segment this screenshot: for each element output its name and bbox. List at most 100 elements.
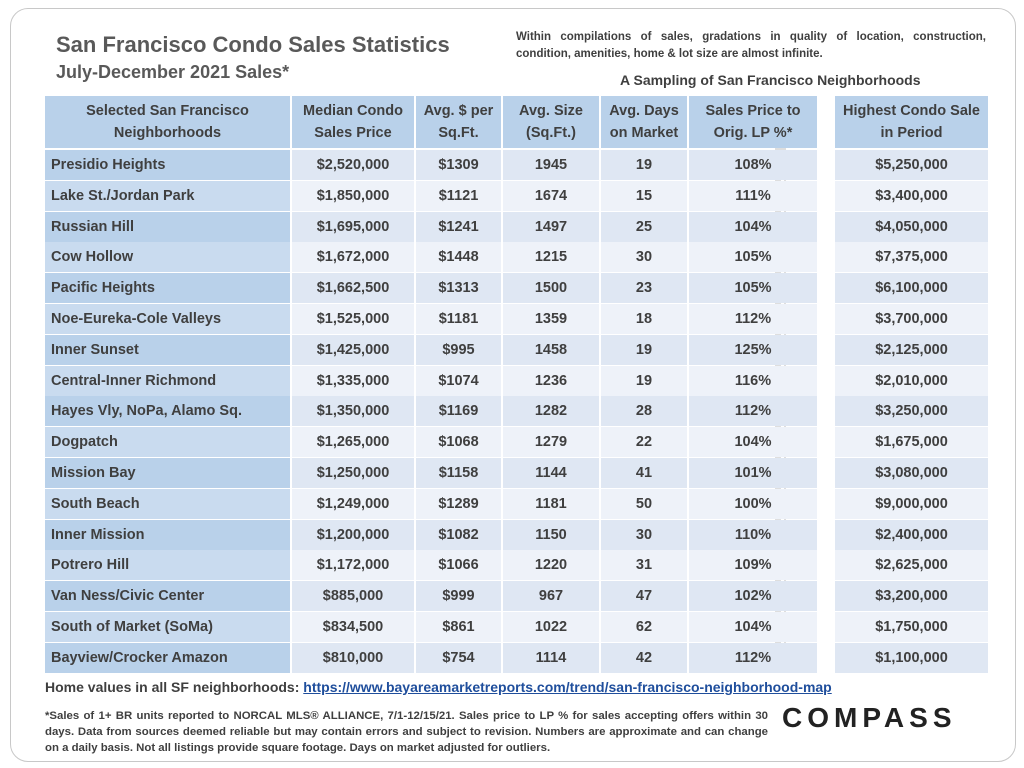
footnote-disclaimer: *Sales of 1+ BR units reported to NORCAL…	[45, 710, 768, 754]
cell-median-price: $1,250,000	[292, 458, 414, 488]
cell-sales-to-lp: 125%	[689, 334, 817, 365]
cell-neighborhood: Central-Inner Richmond	[45, 365, 290, 396]
cell-price-per-sqft: $1158	[416, 458, 501, 488]
cell-days-on-market: 19	[601, 334, 687, 365]
header-sales-to-lp: Sales Price to Orig. LP %*	[689, 96, 817, 148]
cell-neighborhood: Potrero Hill	[45, 550, 290, 581]
cell-avg-size: 1282	[503, 396, 599, 427]
cell-neighborhood: South of Market (SoMa)	[45, 612, 290, 642]
cell-neighborhood: Presidio Heights	[45, 150, 290, 180]
cell-sales-to-lp: 108%	[689, 150, 817, 180]
cell-highest-sale: $2,010,000	[835, 365, 988, 396]
cell-sales-to-lp: 110%	[689, 519, 817, 550]
table-row: Hayes Vly, NoPa, Alamo Sq. $1,350,000 $116…	[45, 396, 988, 427]
cell-price-per-sqft: $1066	[416, 550, 501, 581]
cell-sales-to-lp: 112%	[689, 304, 817, 334]
cell-avg-size: 1500	[503, 273, 599, 304]
cell-price-per-sqft: $1181	[416, 304, 501, 334]
cell-avg-size: 1215	[503, 242, 599, 273]
cell-median-price: $885,000	[292, 581, 414, 612]
cell-median-price: $2,520,000	[292, 150, 414, 180]
table-row: Cow Hollow $1,672,000 $1448 1215 30 105% $7,37…	[45, 242, 988, 273]
cell-highest-sale: $2,625,000	[835, 550, 988, 581]
header-price-per-sqft: Avg. $ per Sq.Ft.	[416, 96, 501, 148]
cell-avg-size: 1236	[503, 365, 599, 396]
cell-price-per-sqft: $861	[416, 612, 501, 642]
cell-highest-sale: $1,100,000	[835, 642, 988, 673]
header-median-price: Median Condo Sales Price	[292, 96, 414, 148]
cell-avg-size: 1150	[503, 519, 599, 550]
cell-price-per-sqft: $1121	[416, 180, 501, 211]
cell-sales-to-lp: 112%	[689, 396, 817, 427]
cell-price-per-sqft: $1169	[416, 396, 501, 427]
cell-price-per-sqft: $995	[416, 334, 501, 365]
cell-sales-to-lp: 109%	[689, 550, 817, 581]
table-row: Lake St./Jordan Park $1,850,000 $1121 1674 1…	[45, 180, 988, 211]
cell-highest-sale: $2,400,000	[835, 519, 988, 550]
cell-avg-size: 1674	[503, 180, 599, 211]
compass-logo: COMPASS	[782, 702, 957, 733]
cell-sales-to-lp: 105%	[689, 273, 817, 304]
cell-neighborhood: Cow Hollow	[45, 242, 290, 273]
cell-avg-size: 1114	[503, 642, 599, 673]
cell-days-on-market: 30	[601, 242, 687, 273]
cell-sales-to-lp: 116%	[689, 365, 817, 396]
cell-median-price: $1,695,000	[292, 211, 414, 242]
cell-avg-size: 1359	[503, 304, 599, 334]
cell-median-price: $1,672,000	[292, 242, 414, 273]
cell-highest-sale: $4,050,000	[835, 211, 988, 242]
cell-avg-size: 1022	[503, 612, 599, 642]
cell-avg-size: 1144	[503, 458, 599, 488]
header-days-on-market: Avg. Days on Market	[601, 96, 687, 148]
cell-days-on-market: 15	[601, 180, 687, 211]
cell-sales-to-lp: 104%	[689, 612, 817, 642]
cell-median-price: $1,525,000	[292, 304, 414, 334]
cell-days-on-market: 30	[601, 519, 687, 550]
footer-link-prefix: Home values in all SF neighborhoods:	[45, 679, 304, 695]
neighborhood-map-link[interactable]: https://www.bayareamarketreports.com/tre…	[303, 679, 832, 695]
cell-neighborhood: South Beach	[45, 488, 290, 519]
cell-days-on-market: 23	[601, 273, 687, 304]
cell-highest-sale: $3,700,000	[835, 304, 988, 334]
cell-median-price: $1,265,000	[292, 427, 414, 458]
cell-days-on-market: 41	[601, 458, 687, 488]
cell-avg-size: 1497	[503, 211, 599, 242]
cell-days-on-market: 18	[601, 304, 687, 334]
table-row: Dogpatch $1,265,000 $1068 1279 22 104% $1,675,…	[45, 427, 988, 458]
cell-highest-sale: $3,080,000	[835, 458, 988, 488]
cell-median-price: $1,350,000	[292, 396, 414, 427]
cell-highest-sale: $9,000,000	[835, 488, 988, 519]
cell-neighborhood: Inner Sunset	[45, 334, 290, 365]
table-row: Central-Inner Richmond $1,335,000 $1074 123…	[45, 365, 988, 396]
cell-price-per-sqft: $1309	[416, 150, 501, 180]
table-row: Noe-Eureka-Cole Valleys $1,525,000 $1181 13…	[45, 304, 988, 334]
page-title: San Francisco Condo Sales Statistics	[56, 32, 450, 57]
table-row: Potrero Hill $1,172,000 $1066 1220 31 109% $2,…	[45, 550, 988, 581]
cell-days-on-market: 50	[601, 488, 687, 519]
cell-median-price: $834,500	[292, 612, 414, 642]
sampling-caption: A Sampling of San Francisco Neighborhood…	[620, 72, 921, 88]
cell-highest-sale: $3,400,000	[835, 180, 988, 211]
header-highest-sale: Highest Condo Sale in Period	[835, 96, 988, 148]
cell-neighborhood: Mission Bay	[45, 458, 290, 488]
cell-sales-to-lp: 104%	[689, 211, 817, 242]
header-neighborhood: Selected San Francisco Neighborhoods	[45, 96, 290, 148]
cell-price-per-sqft: $1082	[416, 519, 501, 550]
cell-avg-size: 1220	[503, 550, 599, 581]
cell-sales-to-lp: 111%	[689, 180, 817, 211]
cell-days-on-market: 19	[601, 365, 687, 396]
page-subtitle: July-December 2021 Sales*	[56, 62, 290, 82]
cell-price-per-sqft: $1068	[416, 427, 501, 458]
cell-price-per-sqft: $1241	[416, 211, 501, 242]
table-row: Van Ness/Civic Center $885,000 $999 967 47 10…	[45, 581, 988, 612]
cell-median-price: $1,425,000	[292, 334, 414, 365]
cell-median-price: $1,662,500	[292, 273, 414, 304]
cell-highest-sale: $7,375,000	[835, 242, 988, 273]
table-row: South of Market (SoMa) $834,500 $861 1022 62…	[45, 612, 988, 642]
table-header-row: Selected San Francisco Neighborhoods Med…	[45, 96, 988, 148]
cell-neighborhood: Pacific Heights	[45, 273, 290, 304]
cell-avg-size: 1181	[503, 488, 599, 519]
cell-sales-to-lp: 100%	[689, 488, 817, 519]
cell-sales-to-lp: 104%	[689, 427, 817, 458]
table-row: Presidio Heights $2,520,000 $1309 1945 19 108…	[45, 150, 988, 180]
